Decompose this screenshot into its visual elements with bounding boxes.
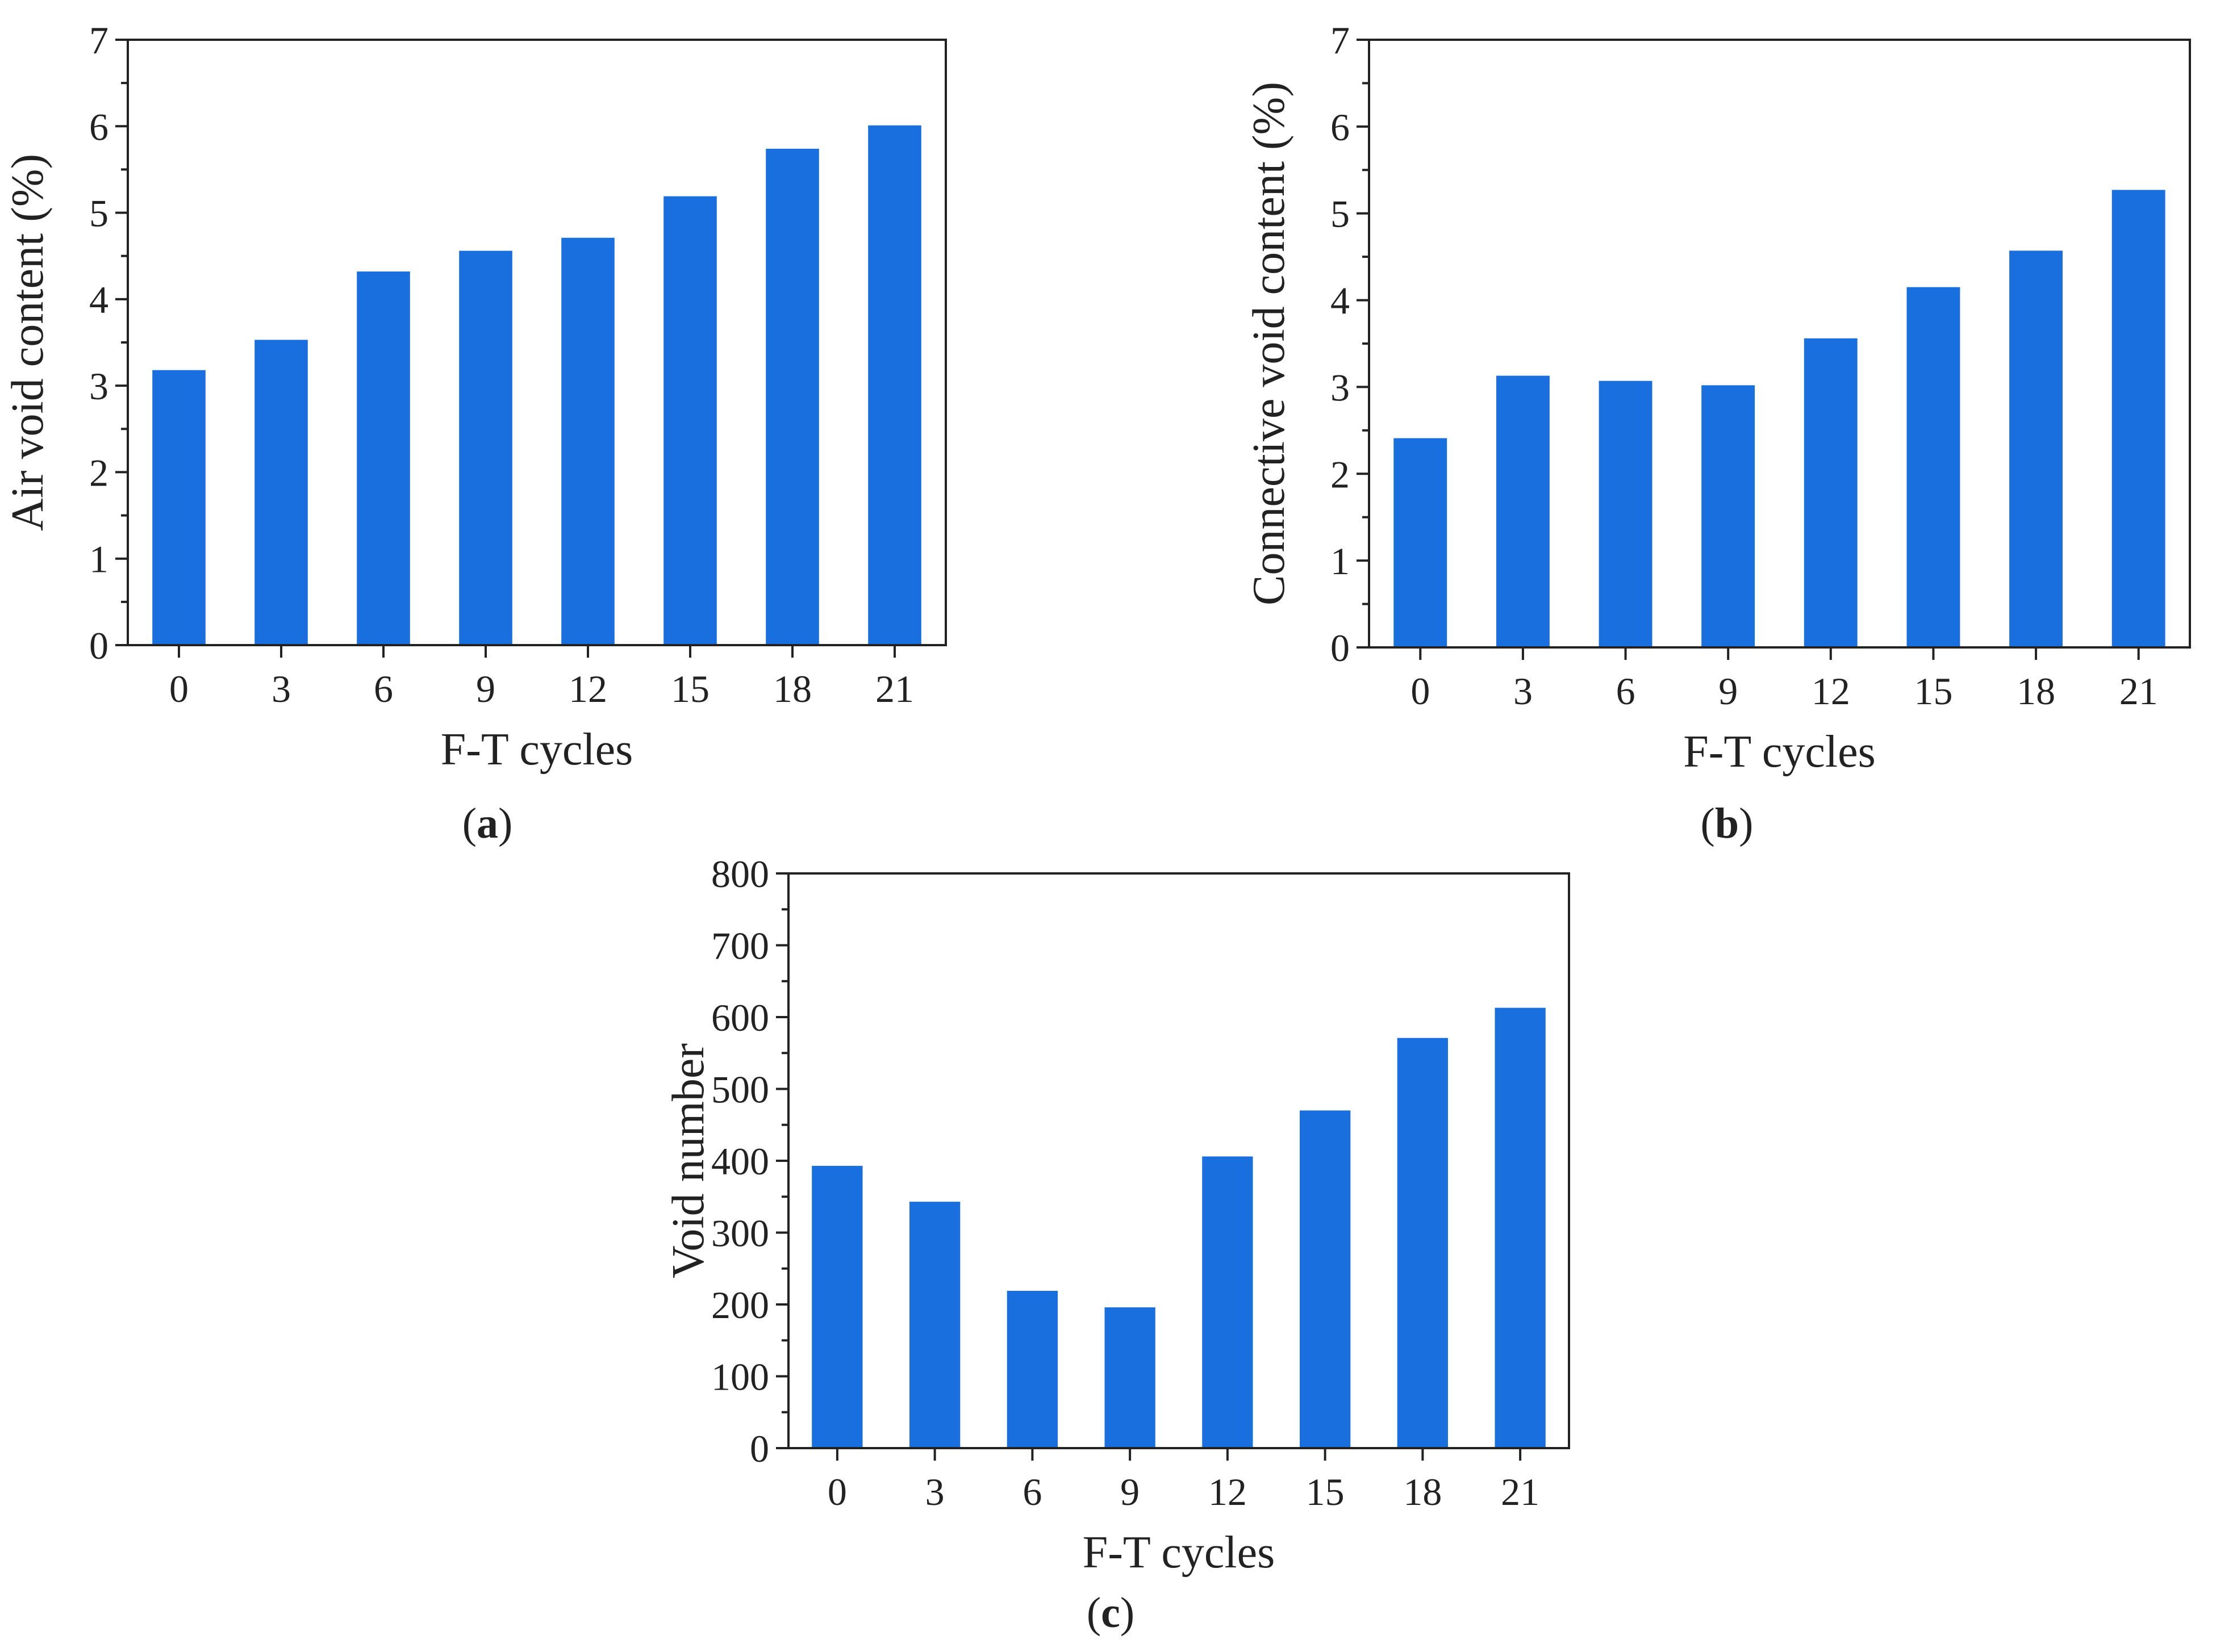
y-tick-label-a-6: 6 <box>89 105 108 148</box>
x-tick-label-c-15: 15 <box>1306 1470 1345 1513</box>
bar-c-18 <box>1397 1038 1448 1448</box>
y-tick-label-c-800: 800 <box>711 852 769 896</box>
bar-b-15 <box>1906 287 1960 648</box>
panel-caption-c: (c) <box>1087 1589 1134 1637</box>
y-tick-label-a-7: 7 <box>89 19 108 62</box>
y-tick-label-b-3: 3 <box>1330 366 1350 409</box>
y-tick-label-c-400: 400 <box>711 1140 769 1183</box>
x-tick-label-b-0: 0 <box>1410 670 1430 713</box>
x-tick-label-c-12: 12 <box>1208 1470 1247 1513</box>
bar-a-3 <box>254 340 308 645</box>
bar-b-6 <box>1599 380 1652 647</box>
y-axis-title-c: Void number <box>663 1043 713 1278</box>
y-tick-label-a-3: 3 <box>89 365 108 408</box>
y-tick-label-c-200: 200 <box>711 1283 769 1327</box>
y-tick-label-a-0: 0 <box>89 624 108 667</box>
panel-caption-letter-b: b <box>1715 800 1739 847</box>
y-tick-label-a-5: 5 <box>89 192 108 235</box>
plot-frame-c <box>787 872 1570 1449</box>
y-tick-label-c-700: 700 <box>711 925 769 968</box>
bar-a-18 <box>766 148 819 645</box>
bar-a-21 <box>868 125 921 646</box>
x-tick-label-b-18: 18 <box>2017 670 2055 713</box>
x-tick-label-a-12: 12 <box>569 667 607 710</box>
bar-a-12 <box>561 237 615 645</box>
y-tick-label-c-0: 0 <box>750 1427 769 1470</box>
bar-c-6 <box>1007 1291 1058 1448</box>
x-tick-label-c-21: 21 <box>1501 1470 1539 1513</box>
plot-frame-b <box>1368 39 2191 649</box>
bar-b-3 <box>1496 375 1550 647</box>
y-tick-label-b-2: 2 <box>1330 453 1350 496</box>
bar-c-12 <box>1202 1156 1253 1448</box>
x-tick-label-a-18: 18 <box>773 667 812 710</box>
bar-b-0 <box>1393 438 1447 647</box>
bar-c-9 <box>1104 1307 1155 1448</box>
plot-frame-a <box>127 39 947 646</box>
y-tick-label-c-300: 300 <box>711 1212 769 1255</box>
y-tick-label-a-4: 4 <box>89 278 108 321</box>
x-tick-label-a-21: 21 <box>875 667 914 710</box>
x-tick-label-c-9: 9 <box>1120 1470 1140 1513</box>
y-tick-label-a-1: 1 <box>89 538 108 581</box>
x-tick-label-a-6: 6 <box>374 667 393 710</box>
x-axis-title-c: F-T cycles <box>1083 1528 1275 1578</box>
x-tick-label-a-3: 3 <box>272 667 291 710</box>
y-tick-label-c-600: 600 <box>711 996 769 1039</box>
y-axis-title-b: Connective void content (%) <box>1244 82 1294 605</box>
bar-a-15 <box>663 196 717 646</box>
bar-c-0 <box>812 1165 863 1448</box>
x-tick-label-b-3: 3 <box>1513 670 1533 713</box>
chart-panel-c: 0 100 200 300 400 500 600 700 800 0 3 6 9 12 15 18 21 F-T… <box>663 852 1570 1637</box>
y-tick-label-c-500: 500 <box>711 1068 769 1111</box>
y-axis-title-a: Air void content (%) <box>3 154 53 531</box>
panel-caption-letter-c: c <box>1101 1589 1120 1637</box>
bar-c-21 <box>1495 1007 1546 1448</box>
y-tick-label-b-1: 1 <box>1330 539 1350 583</box>
x-axis-title-b: F-T cycles <box>1683 727 1875 777</box>
x-axis-title-a: F-T cycles <box>441 725 633 775</box>
x-tick-label-c-3: 3 <box>925 1470 945 1513</box>
y-tick-label-b-7: 7 <box>1330 19 1350 62</box>
x-tick-label-b-6: 6 <box>1616 670 1635 713</box>
panel-caption-letter-a: a <box>477 800 498 847</box>
x-tick-label-a-9: 9 <box>476 667 495 710</box>
x-tick-label-c-6: 6 <box>1023 1470 1042 1513</box>
x-tick-label-a-15: 15 <box>671 667 710 710</box>
bar-c-3 <box>909 1202 961 1448</box>
bar-b-12 <box>1804 338 1858 647</box>
y-tick-label-a-2: 2 <box>89 451 108 494</box>
panel-caption-a: (a) <box>462 800 513 847</box>
bar-b-9 <box>1701 385 1755 647</box>
y-tick-label-c-100: 100 <box>711 1356 769 1399</box>
y-tick-label-b-4: 4 <box>1330 279 1350 323</box>
y-tick-label-b-5: 5 <box>1330 193 1350 236</box>
x-tick-label-b-9: 9 <box>1718 670 1738 713</box>
y-tick-label-b-0: 0 <box>1330 626 1350 670</box>
x-tick-label-b-12: 12 <box>1812 670 1850 713</box>
panel-caption-b: (b) <box>1701 800 1754 847</box>
x-tick-label-b-21: 21 <box>2119 670 2158 713</box>
x-tick-label-b-15: 15 <box>1914 670 1952 713</box>
bar-a-6 <box>357 271 410 646</box>
x-tick-label-a-0: 0 <box>169 667 189 710</box>
bar-b-18 <box>2009 250 2063 647</box>
bar-a-0 <box>152 370 206 645</box>
x-tick-label-c-0: 0 <box>828 1470 847 1513</box>
bar-a-9 <box>459 250 512 646</box>
x-tick-label-c-18: 18 <box>1403 1470 1442 1513</box>
y-tick-label-b-6: 6 <box>1330 106 1350 149</box>
bar-c-15 <box>1300 1110 1351 1448</box>
bar-b-21 <box>2111 190 2165 647</box>
